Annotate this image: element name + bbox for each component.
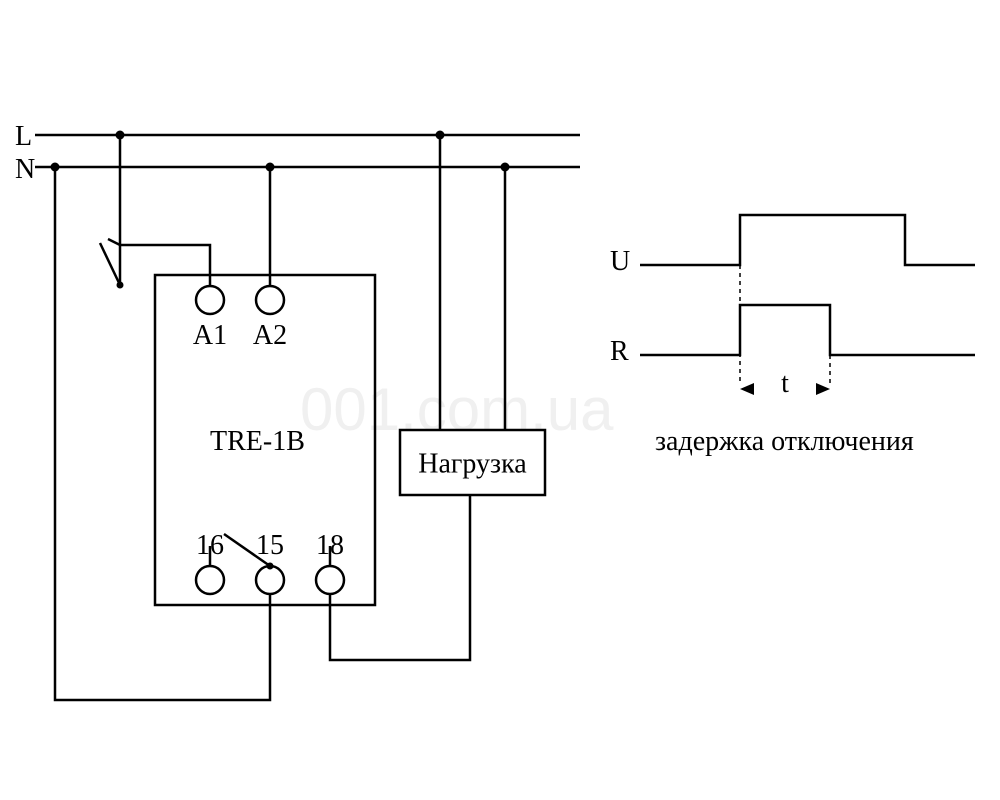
terminal-15-label: 15	[256, 530, 284, 561]
junction-dot	[51, 163, 60, 172]
terminal-A1: A1	[193, 286, 227, 351]
terminal-A2: A2	[253, 286, 287, 351]
timing-R-trace	[640, 305, 975, 355]
timing-U-trace	[640, 215, 975, 265]
junction-dot	[436, 131, 445, 140]
watermark-text: 001.com.ua	[300, 376, 614, 443]
timing-t-label: t	[781, 368, 789, 399]
timing-dashes	[740, 265, 830, 385]
rail-L-label: L	[15, 121, 32, 152]
rail-N-label: N	[15, 154, 35, 185]
timing-caption: задержка отключения	[655, 426, 914, 457]
junction-dot	[116, 131, 125, 140]
load-label: Нагрузка	[418, 449, 527, 480]
junction-dot	[266, 163, 275, 172]
timing-arrows: t	[740, 368, 830, 399]
power-rails: L N	[15, 121, 580, 185]
terminal-A2-label: A2	[253, 320, 287, 351]
relay-name-label: TRE-1B	[210, 426, 305, 457]
ext-switch-tick	[108, 239, 120, 245]
junction-dot	[501, 163, 510, 172]
timing-R-label: R	[610, 336, 629, 367]
timing-diagram: U R t задержка отключения	[610, 215, 975, 457]
arrow-right	[816, 383, 830, 395]
timing-U-label: U	[610, 246, 630, 277]
wire-sw-to-A1	[120, 245, 210, 286]
terminal-15: 15	[256, 530, 284, 594]
wire-load-to-18	[330, 495, 470, 660]
wiring-diagram: 001.com.ua L N TRE-1B A1 A2 16 15	[0, 0, 1000, 800]
ext-switch-arm	[100, 243, 120, 285]
arrow-left	[740, 383, 754, 395]
terminal-A1-label: A1	[193, 320, 227, 351]
